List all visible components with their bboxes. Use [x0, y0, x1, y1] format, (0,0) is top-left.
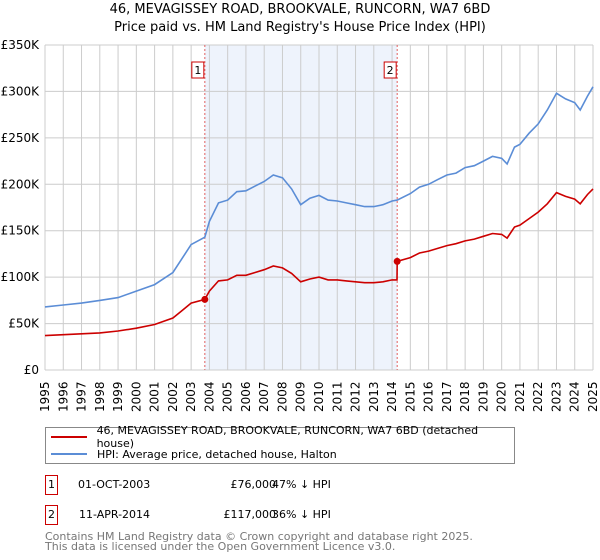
y-tick-label: £150K: [1, 224, 41, 238]
y-tick-label: £250K: [1, 131, 41, 145]
x-tick-label: 2009: [294, 381, 308, 412]
x-tick-label: 1998: [93, 381, 107, 412]
property-price-line: [44, 188, 594, 337]
sale-badge-label: 1: [194, 64, 201, 77]
chart-subtitle: Price paid vs. HM Land Registry's House …: [114, 20, 486, 35]
x-tick-label: 2002: [166, 381, 180, 412]
y-tick-label: £200K: [1, 177, 41, 191]
footer-licence: This data is licensed under the Open Gov…: [45, 540, 396, 553]
plot-area: 1995 1996 1997 1998 1999 2000 2001 2002 2003 2004…: [1, 38, 600, 412]
x-tick-label: 1996: [56, 381, 70, 412]
x-tick-label: 2025: [586, 381, 600, 412]
x-tick-label: 2008: [275, 381, 289, 412]
x-tick-label: 2013: [367, 381, 381, 412]
legend-swatch-blue: [51, 453, 87, 455]
x-tick-label: 2014: [385, 381, 399, 412]
x-tick-label: 2021: [513, 381, 527, 412]
x-tick-label: 2024: [568, 381, 582, 412]
x-tick-label: 2022: [531, 381, 545, 412]
legend-label: 46, MEVAGISSEY ROAD, BROOKVALE, RUNCORN,…: [96, 424, 479, 450]
y-tick-label: £50K: [8, 317, 40, 331]
x-tick-label: 1999: [111, 381, 125, 412]
x-tick-label: 1997: [75, 381, 89, 412]
sale-badge: 1: [45, 475, 58, 495]
x-tick-label: 2006: [239, 381, 253, 412]
sale-badge-box: [191, 61, 205, 79]
legend-swatch-red: [51, 436, 87, 438]
x-tick-label: 2011: [330, 381, 344, 412]
x-tick-label: 2001: [148, 381, 162, 412]
x-tick-label: 2000: [129, 381, 143, 412]
y-tick-label: £300K: [1, 84, 41, 98]
sale-price: £76,000: [230, 478, 277, 491]
x-tick-label: 2015: [403, 381, 417, 412]
footer-copyright: Contains HM Land Registry data © Crown c…: [45, 530, 473, 543]
sale-badge: 2: [45, 505, 58, 525]
sale-badge-label: 2: [387, 64, 394, 77]
legend-item-property: 46, MEVAGISSEY ROAD, BROOKVALE, RUNCORN,…: [51, 424, 514, 450]
legend-item-hpi: HPI: Average price, detached house, Halt…: [51, 446, 337, 462]
legend: 46, MEVAGISSEY ROAD, BROOKVALE, RUNCORN,…: [45, 424, 515, 464]
sale-point: [393, 257, 401, 265]
x-tick-label: 1995: [38, 381, 52, 412]
x-tick-label: 2023: [549, 381, 563, 412]
footer: Contains HM Land Registry data © Crown c…: [45, 530, 473, 553]
x-tick-label: 2004: [202, 381, 216, 412]
sale-date: 01-OCT-2003: [78, 478, 151, 491]
sale-badge-box: [383, 61, 397, 79]
legend-label: HPI: Average price, detached house, Halt…: [97, 447, 337, 461]
y-tick-label: £0: [24, 363, 39, 377]
x-tick-label: 2003: [184, 381, 198, 412]
x-tick-label: 2016: [422, 381, 436, 412]
hpi-line: [44, 86, 594, 308]
x-tick-label: 2005: [221, 381, 235, 412]
sale-point: [201, 295, 209, 303]
x-tick-label: 2012: [349, 381, 363, 412]
x-tick-label: 2019: [476, 381, 490, 412]
chart-title: 46, MEVAGISSEY ROAD, BROOKVALE, RUNCORN,…: [109, 2, 491, 17]
sale-hpi-diff: 36% ↓ HPI: [272, 508, 331, 521]
sale-hpi-diff: 47% ↓ HPI: [272, 478, 331, 491]
x-tick-label: 2010: [312, 381, 326, 412]
y-tick-label: £100K: [1, 270, 41, 284]
x-tick-label: 2020: [495, 381, 509, 412]
sale-date: 11-APR-2014: [79, 508, 151, 521]
x-tick-label: 2007: [257, 381, 271, 412]
x-tick-label: 2018: [458, 381, 472, 412]
x-tick-label: 2017: [440, 381, 454, 412]
sale-price: £117,000: [223, 508, 277, 521]
y-tick-label: £350K: [1, 38, 41, 52]
